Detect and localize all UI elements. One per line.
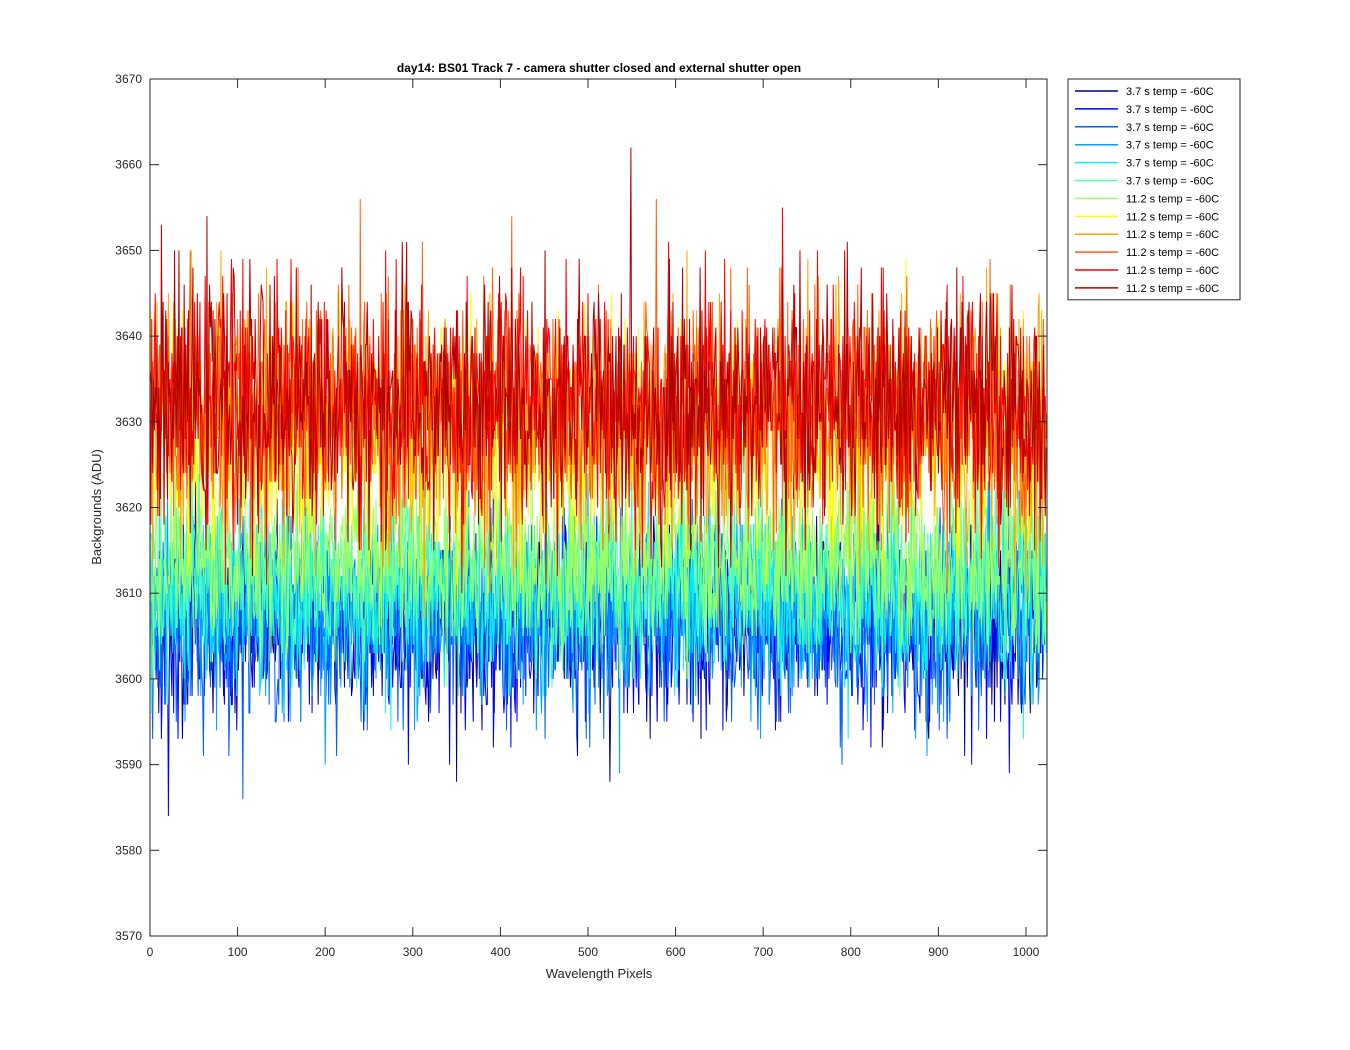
y-tick-label: 3600 bbox=[115, 672, 142, 686]
y-tick-label: 3610 bbox=[115, 586, 142, 600]
x-tick-label: 0 bbox=[147, 945, 154, 959]
legend-entry-label: 3.7 s temp = -60C bbox=[1126, 122, 1214, 134]
legend-box bbox=[1067, 78, 1241, 301]
legend-entry-label: 3.7 s temp = -60C bbox=[1126, 176, 1214, 188]
x-tick-label: 800 bbox=[841, 945, 861, 959]
y-tick-label: 3670 bbox=[115, 72, 142, 86]
legend-entry-label: 3.7 s temp = -60C bbox=[1126, 140, 1214, 152]
legend-entry-label: 11.2 s temp = -60C bbox=[1126, 229, 1219, 241]
x-tick-label: 200 bbox=[315, 945, 335, 959]
x-tick-label: 100 bbox=[228, 945, 248, 959]
series-line-11 bbox=[150, 207, 1047, 594]
y-tick-label: 3630 bbox=[115, 415, 142, 429]
y-tick-label: 3590 bbox=[115, 758, 142, 772]
chart-title: day14: BS01 Track 7 - camera shutter clo… bbox=[397, 61, 801, 75]
y-tick-label: 3650 bbox=[115, 243, 142, 257]
y-tick-label: 3580 bbox=[115, 843, 142, 857]
legend-entry-label: 3.7 s temp = -60C bbox=[1126, 158, 1214, 170]
legend-entry-label: 11.2 s temp = -60C bbox=[1126, 193, 1219, 205]
x-tick-label: 700 bbox=[753, 945, 773, 959]
y-tick-label: 3660 bbox=[115, 158, 142, 172]
x-tick-label: 900 bbox=[928, 945, 948, 959]
legend-entry-label: 3.7 s temp = -60C bbox=[1126, 86, 1214, 98]
x-axis-label: Wavelength Pixels bbox=[546, 966, 653, 981]
legend-entry-label: 11.2 s temp = -60C bbox=[1126, 211, 1219, 223]
y-axis-ticks: 3570 3580 3590 3600 3610 3620 3630 3640 3650 3660… bbox=[115, 72, 1047, 943]
x-tick-label: 400 bbox=[490, 945, 510, 959]
legend-entry-label: 11.2 s temp = -60C bbox=[1126, 247, 1219, 259]
x-tick-label: 1000 bbox=[1013, 945, 1040, 959]
legend[interactable]: 3.7 s temp = -60C 3.7 s temp = -60C 3.7 s … bbox=[1067, 78, 1241, 301]
y-tick-label: 3570 bbox=[115, 929, 142, 943]
y-tick-label: 3640 bbox=[115, 329, 142, 343]
legend-entry-label: 11.2 s temp = -60C bbox=[1126, 283, 1219, 295]
y-tick-label: 3620 bbox=[115, 501, 142, 515]
y-axis-label: Backgrounds (ADU) bbox=[89, 449, 104, 565]
series-line-7 bbox=[150, 378, 1047, 688]
legend-entry-label: 3.7 s temp = -60C bbox=[1126, 104, 1214, 116]
legend-entry-label: 11.2 s temp = -60C bbox=[1126, 265, 1219, 277]
series-line-12 bbox=[150, 147, 1047, 585]
x-tick-label: 500 bbox=[578, 945, 598, 959]
x-axis-ticks: 0 100 200 300 400 500 600 700 800 900 1000 bbox=[147, 79, 1040, 959]
series-layer bbox=[150, 147, 1047, 817]
x-tick-label: 600 bbox=[666, 945, 686, 959]
x-tick-label: 300 bbox=[403, 945, 423, 959]
